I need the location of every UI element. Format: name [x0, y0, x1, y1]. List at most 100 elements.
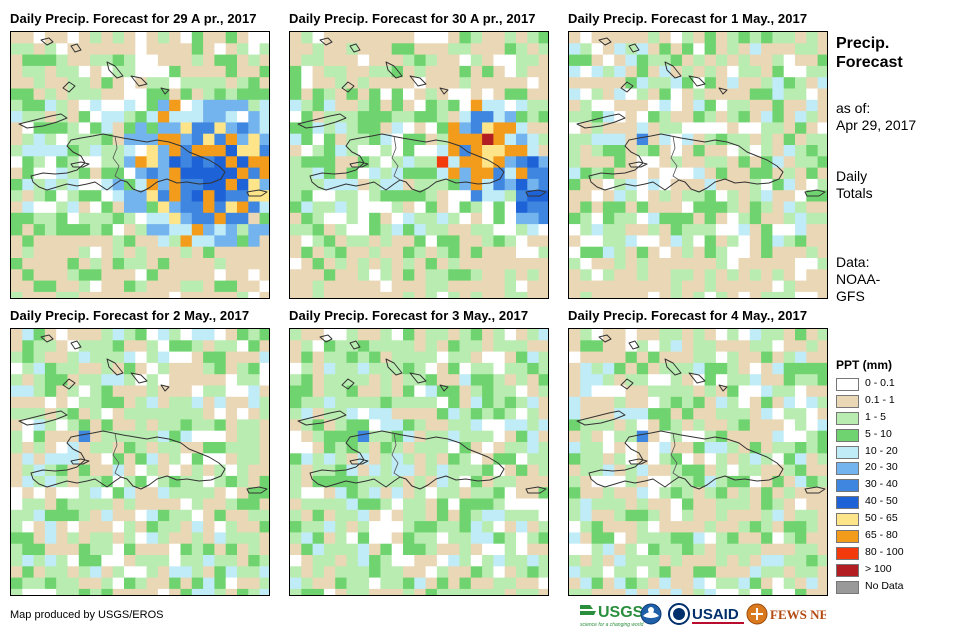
precip-cell: [380, 122, 393, 135]
precip-cell: [795, 430, 807, 443]
precip-cell: [78, 543, 91, 556]
precip-cell: [538, 464, 548, 477]
precip-cell: [414, 167, 426, 180]
precip-cell: [44, 156, 57, 168]
precip-cell: [157, 77, 170, 89]
precip-cell: [180, 442, 193, 454]
precip-cell: [380, 419, 393, 432]
precip-cell: [33, 156, 46, 168]
precip-cell: [124, 532, 136, 545]
precip-cell: [124, 442, 136, 454]
precip-cell: [225, 99, 238, 112]
precip-cell: [761, 419, 773, 432]
precip-cell: [78, 99, 91, 112]
precip-cell: [90, 464, 102, 477]
precip-cell: [670, 329, 683, 341]
precip-cell: [380, 246, 393, 259]
precip-cell: [248, 464, 260, 477]
precip-cell: [214, 246, 227, 259]
precip-cell: [493, 453, 506, 465]
precip-cell: [56, 396, 68, 409]
precip-cell: [580, 133, 592, 146]
precip-cell: [414, 32, 426, 44]
island-coastline: [70, 340, 82, 350]
precip-cell: [33, 224, 46, 236]
precip-cell: [493, 521, 506, 533]
precip-cell: [625, 235, 638, 248]
precip-cell: [527, 577, 539, 590]
precip-cell: [414, 374, 426, 386]
precip-cell: [772, 555, 785, 567]
precip-cell: [425, 99, 438, 112]
precip-cell: [248, 246, 260, 259]
precip-cell: [580, 555, 592, 567]
precip-cell: [715, 532, 728, 545]
precip-cell: [749, 385, 762, 398]
precip-cell: [772, 487, 785, 499]
precip-cell: [335, 362, 347, 375]
precip-cell: [516, 521, 528, 533]
precip-cell: [591, 532, 604, 545]
precip-cell: [625, 396, 638, 409]
precip-cell: [44, 111, 57, 123]
precip-cell: [580, 408, 592, 420]
precip-cell: [391, 77, 404, 89]
island-coastline: [70, 43, 82, 53]
precip-cell: [301, 521, 313, 533]
precip-cell: [580, 88, 592, 101]
precip-cell: [527, 555, 539, 567]
precip-cell: [772, 385, 785, 398]
precip-cell: [715, 329, 728, 341]
precip-cell: [516, 258, 528, 270]
precip-cell: [112, 521, 125, 533]
precip-cell: [482, 246, 494, 259]
precip-cell: [504, 54, 517, 67]
precip-cell: [301, 111, 313, 123]
precip-cell: [248, 351, 260, 364]
precip-cell: [693, 122, 705, 135]
precip-cell: [403, 566, 415, 578]
precip-cell: [323, 509, 336, 522]
precip-cell: [569, 521, 581, 533]
precip-cell: [580, 212, 592, 225]
precip-cell: [357, 509, 370, 522]
precip-cell: [459, 133, 472, 146]
precip-cell: [538, 145, 548, 157]
precip-cell: [602, 224, 615, 236]
precip-cell: [659, 464, 672, 477]
precip-cell: [67, 509, 80, 522]
precip-cell: [414, 99, 426, 112]
precip-cell: [806, 212, 818, 225]
precip-cell: [625, 419, 638, 432]
precip-cell: [648, 224, 660, 236]
precip-cell: [659, 419, 672, 432]
precip-cell: [56, 111, 68, 123]
precip-cell: [569, 577, 581, 590]
precip-cell: [783, 555, 796, 567]
precip-cell: [493, 509, 506, 522]
precip-cell: [783, 291, 796, 298]
precip-cell: [614, 258, 626, 270]
precip-cell: [761, 521, 773, 533]
precip-cell: [335, 156, 347, 168]
precip-cell: [459, 362, 472, 375]
precip-cell: [346, 532, 359, 545]
precip-cell: [636, 374, 649, 386]
precip-cell: [761, 532, 773, 545]
precip-cell: [146, 555, 159, 567]
precip-cell: [380, 374, 393, 386]
precip-cell: [459, 99, 472, 112]
precip-cell: [761, 201, 773, 214]
precip-cell: [391, 362, 404, 375]
precip-cell: [459, 487, 472, 499]
precip-cell: [11, 475, 23, 488]
precip-cell: [191, 577, 204, 590]
precip-cell: [403, 555, 415, 567]
precip-cell: [369, 430, 381, 443]
precip-cell: [636, 543, 649, 556]
precip-cell: [146, 99, 159, 112]
precip-cell: [516, 487, 528, 499]
precip-cell: [391, 133, 404, 146]
precip-cell: [682, 122, 694, 135]
precip-cell: [225, 430, 238, 443]
